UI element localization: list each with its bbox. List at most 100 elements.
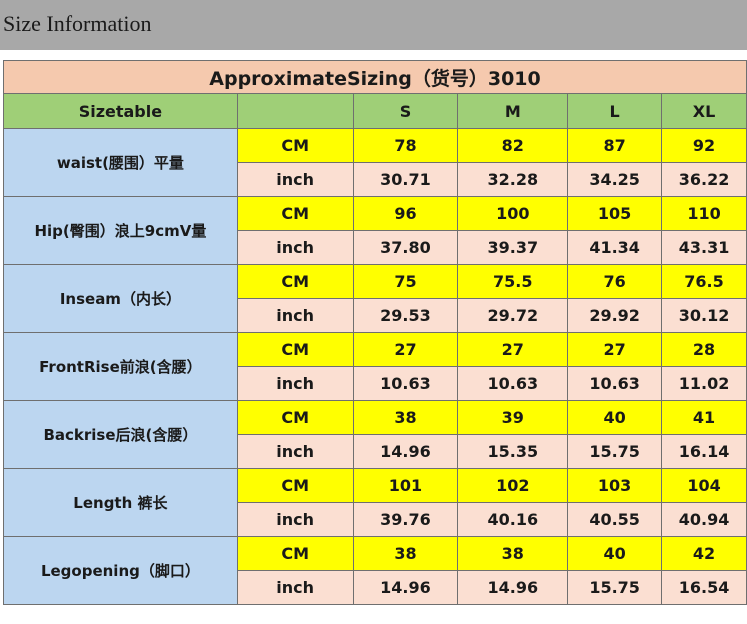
value-inch-cell: 40.55 [567,502,663,537]
value-inch-cell: 32.28 [457,162,569,197]
header-bar: Size Information [0,0,747,50]
unit-cm-cell: CM [236,468,354,503]
value-inch-cell: 14.96 [457,570,569,605]
unit-cm-cell: CM [236,128,354,163]
value-cm-cell: 75.5 [457,264,569,299]
value-inch-cell: 36.22 [661,162,747,197]
value-inch-cell: 11.02 [661,366,747,401]
value-inch-cell: 40.94 [661,502,747,537]
measurement-label-length: Length 裤长 [3,468,238,537]
value-cm-cell: 75 [352,264,459,299]
value-cm-cell: 78 [352,128,459,163]
value-cm-cell: 40 [567,400,663,435]
table-row-hip-inch: inch 37.80 39.37 41.34 43.31 [4,230,747,265]
measurement-label-leg-opening: Legopening（脚口） [3,536,238,605]
value-inch-cell: 30.71 [352,162,459,197]
size-table-body: ApproximateSizing（货号）3010 Sizetable S M … [3,60,747,605]
value-cm-cell: 42 [661,536,747,571]
table-row-waist-cm: waist(腰围）平量 CM 78 82 87 92 [3,128,747,197]
table-row-front-rise-cm: FrontRise前浪(含腰） CM 27 27 27 28 [3,332,747,401]
value-cm-cell: 28 [661,332,747,367]
measurement-label-front-rise: FrontRise前浪(含腰） [3,332,238,401]
value-inch-cell: 29.72 [457,298,569,333]
table-row-inseam-cm: Inseam（内长） CM 75 75.5 76 76.5 [3,264,747,333]
unit-inch-cell: inch [236,298,354,333]
value-cm-cell: 38 [457,536,569,571]
value-inch-cell: 10.63 [457,366,569,401]
value-cm-cell: 101 [352,468,459,503]
value-inch-cell: 15.35 [457,434,569,469]
unit-inch-cell: inch [236,570,354,605]
value-inch-cell: 14.96 [352,570,459,605]
value-cm-cell: 82 [457,128,569,163]
table-title-row: ApproximateSizing（货号）3010 [3,60,747,94]
value-inch-cell: 40.16 [457,502,569,537]
value-inch-cell: 10.63 [352,366,459,401]
table-header-row: Sizetable S M L XL [3,93,747,129]
table-row-front-rise-inch: inch 10.63 10.63 10.63 11.02 [4,366,747,401]
measurement-label-waist: waist(腰围）平量 [3,128,238,197]
unit-cm-cell: CM [236,400,354,435]
value-inch-cell: 15.75 [567,570,663,605]
value-cm-cell: 110 [661,196,747,231]
header-size-l: L [567,93,663,129]
unit-cm-cell: CM [236,264,354,299]
value-cm-cell: 104 [661,468,747,503]
unit-inch-cell: inch [236,162,354,197]
header-size-m: M [457,93,569,129]
value-inch-cell: 16.14 [661,434,747,469]
page-title: Size Information [3,11,152,36]
value-inch-cell: 30.12 [661,298,747,333]
measurement-label-inseam: Inseam（内长） [3,264,238,333]
value-inch-cell: 29.92 [567,298,663,333]
value-cm-cell: 87 [567,128,663,163]
value-inch-cell: 39.76 [352,502,459,537]
table-row-back-rise-inch: inch 14.96 15.35 15.75 16.14 [4,434,747,469]
unit-cm-cell: CM [236,196,354,231]
table-row-length-cm: Length 裤长 CM 101 102 103 104 [3,468,747,537]
table-row-leg-opening-inch: inch 14.96 14.96 15.75 16.54 [4,570,747,605]
header-size-xl: XL [661,93,747,129]
unit-inch-cell: inch [236,366,354,401]
table-row-waist-inch: inch 30.71 32.28 34.25 36.22 [4,162,747,197]
unit-inch-cell: inch [236,230,354,265]
size-table: ApproximateSizing（货号）3010 Sizetable S M … [3,60,747,605]
value-cm-cell: 92 [661,128,747,163]
value-cm-cell: 40 [567,536,663,571]
value-cm-cell: 38 [352,536,459,571]
table-row-back-rise-cm: Backrise后浪(含腰） CM 38 39 40 41 [3,400,747,469]
value-inch-cell: 29.53 [352,298,459,333]
table-row-hip-cm: Hip(臀围）浪上9cmV量 CM 96 100 105 110 [3,196,747,265]
unit-inch-cell: inch [236,434,354,469]
value-cm-cell: 96 [352,196,459,231]
header-size-s: S [352,93,459,129]
value-cm-cell: 76.5 [661,264,747,299]
value-cm-cell: 41 [661,400,747,435]
unit-cm-cell: CM [236,536,354,571]
value-cm-cell: 100 [457,196,569,231]
table-row-length-inch: inch 39.76 40.16 40.55 40.94 [4,502,747,537]
measurement-label-back-rise: Backrise后浪(含腰） [3,400,238,469]
value-inch-cell: 16.54 [661,570,747,605]
value-inch-cell: 15.75 [567,434,663,469]
table-row-inseam-inch: inch 29.53 29.72 29.92 30.12 [4,298,747,333]
value-inch-cell: 39.37 [457,230,569,265]
value-inch-cell: 43.31 [661,230,747,265]
unit-inch-cell: inch [236,502,354,537]
value-cm-cell: 39 [457,400,569,435]
value-cm-cell: 102 [457,468,569,503]
header-sizetable: Sizetable [3,93,238,129]
measurement-label-hip: Hip(臀围）浪上9cmV量 [3,196,238,265]
header-unit [236,93,354,129]
value-inch-cell: 14.96 [352,434,459,469]
value-cm-cell: 27 [567,332,663,367]
value-inch-cell: 37.80 [352,230,459,265]
value-cm-cell: 103 [567,468,663,503]
value-inch-cell: 34.25 [567,162,663,197]
table-row-leg-opening-cm: Legopening（脚口） CM 38 38 40 42 [3,536,747,605]
table-title: ApproximateSizing（货号）3010 [3,60,747,94]
value-cm-cell: 38 [352,400,459,435]
value-inch-cell: 10.63 [567,366,663,401]
value-inch-cell: 41.34 [567,230,663,265]
unit-cm-cell: CM [236,332,354,367]
